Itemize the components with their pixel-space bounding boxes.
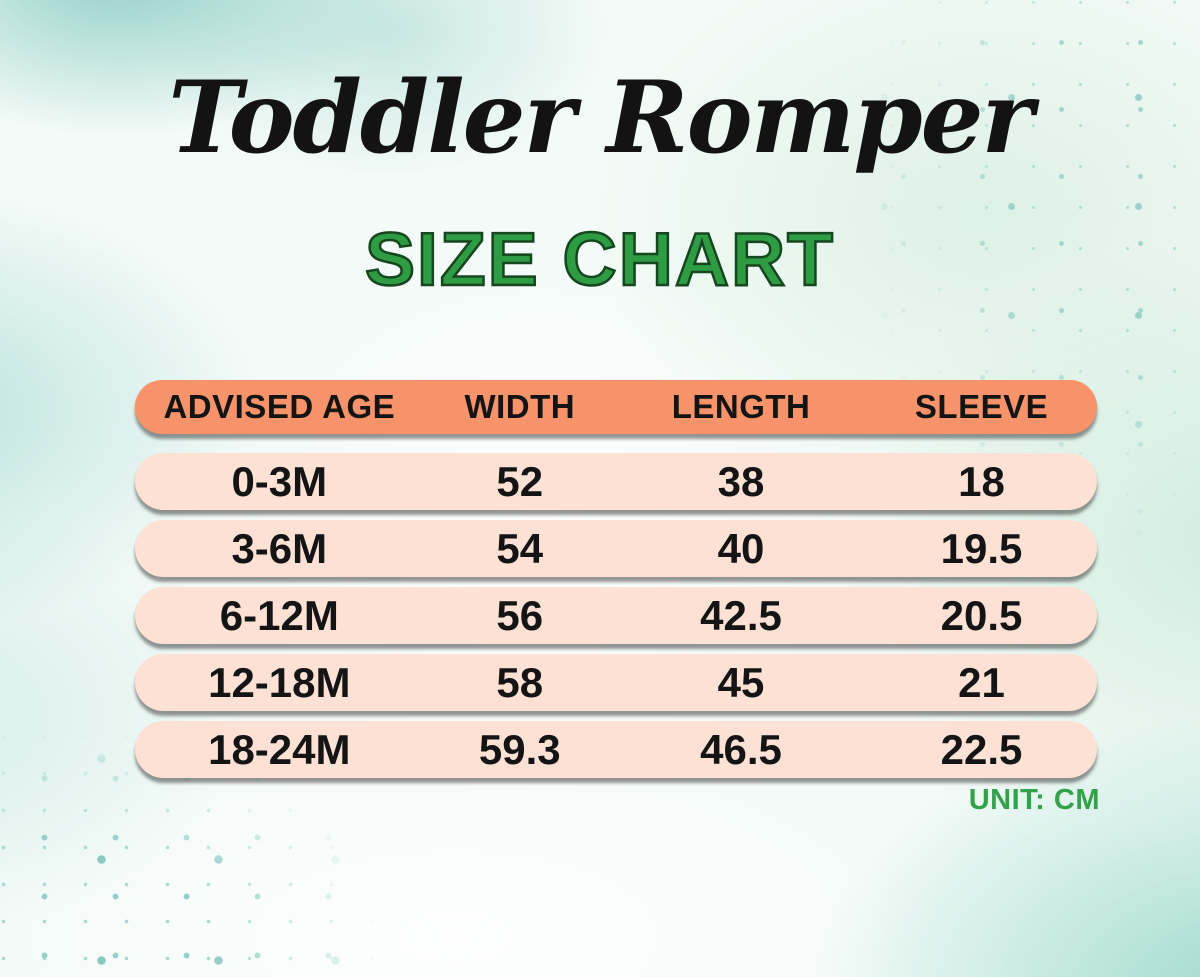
- table-row: 12-18M 58 45 21: [135, 654, 1097, 711]
- table-header-row: ADVISED AGE WIDTH LENGTH SLEEVE: [135, 380, 1097, 434]
- cell-sleeve: 22.5: [940, 725, 1023, 773]
- page-title: Toddler Romper: [168, 60, 1033, 176]
- size-chart-heading: SIZE CHART: [364, 217, 835, 301]
- cell-width: 54: [496, 524, 544, 572]
- cell-age: 12-18M: [208, 658, 351, 706]
- cell-width: 59.3: [478, 725, 561, 773]
- cell-sleeve: 21: [958, 658, 1005, 706]
- column-header-length: LENGTH: [671, 388, 811, 425]
- cell-age: 18-24M: [208, 725, 351, 773]
- cell-width: 56: [496, 591, 544, 639]
- cell-age: 0-3M: [231, 457, 328, 505]
- size-table: ADVISED AGE WIDTH LENGTH SLEEVE 0-3M 52 …: [135, 380, 1097, 788]
- cell-sleeve: 19.5: [940, 524, 1023, 572]
- column-header-advised-age: ADVISED AGE: [163, 388, 396, 425]
- cell-length: 45: [717, 658, 765, 706]
- cell-age: 3-6M: [231, 524, 328, 572]
- cell-length: 42.5: [700, 591, 782, 639]
- cell-age: 6-12M: [219, 591, 339, 639]
- table-row: 3-6M 54 40 19.5: [135, 520, 1097, 577]
- unit-label: UNIT: CM: [968, 784, 1100, 816]
- cell-sleeve: 18: [958, 457, 1005, 505]
- table-row: 18-24M 59.3 46.5 22.5: [135, 721, 1097, 778]
- table-row: 0-3M 52 38 18: [135, 453, 1097, 510]
- cell-width: 58: [496, 658, 544, 706]
- column-header-width: WIDTH: [464, 388, 576, 425]
- cell-width: 52: [496, 457, 544, 505]
- cell-length: 38: [717, 457, 765, 505]
- table-row: 6-12M 56 42.5 20.5: [135, 587, 1097, 644]
- cell-length: 46.5: [700, 725, 782, 773]
- cell-sleeve: 20.5: [940, 591, 1023, 639]
- column-header-sleeve: SLEEVE: [914, 388, 1049, 425]
- cell-length: 40: [717, 524, 765, 572]
